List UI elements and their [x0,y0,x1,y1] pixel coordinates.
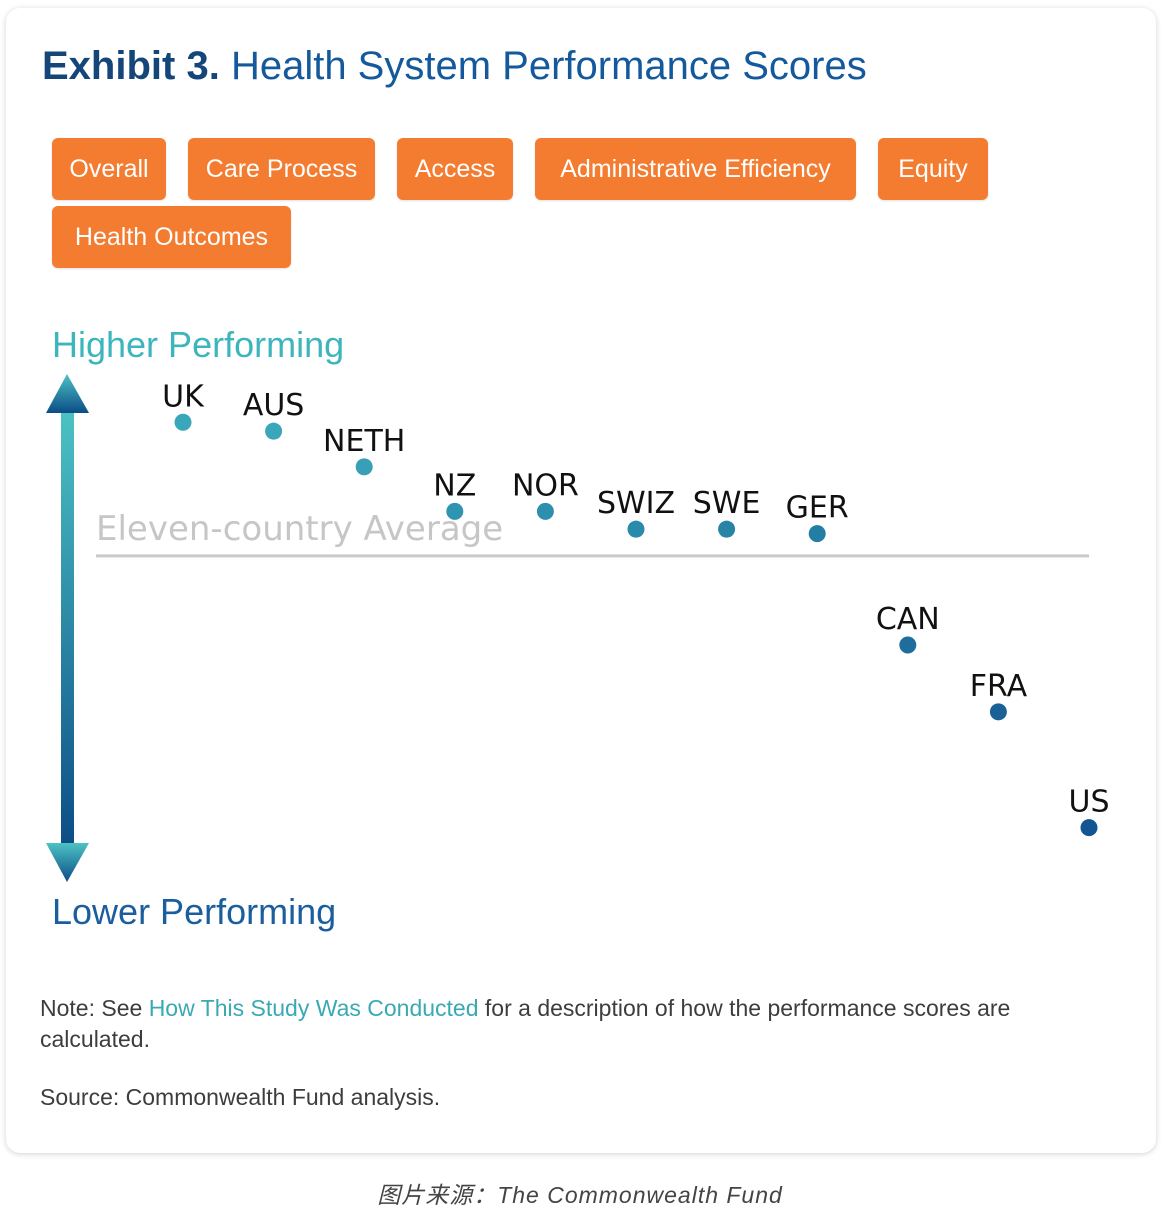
arrow-down-head [46,843,89,882]
country-label-swe: SWE [693,486,761,521]
exhibit-card: Exhibit 3. Health System Performance Sco… [6,8,1156,1153]
tab-access[interactable]: Access [397,138,513,200]
arrow-up-head [46,374,89,413]
lower-performing-label: Lower Performing [52,891,337,932]
higher-performing-label: Higher Performing [52,324,345,365]
country-label-neth: NETH [323,424,405,459]
data-point-swiz [627,520,645,538]
country-label-us: US [1068,785,1109,820]
data-point-nz [446,502,464,520]
note-suffix: for a description of how the performance… [40,995,1011,1052]
arrow-shaft [61,408,74,848]
study-method-link[interactable]: How This Study Was Conducted [148,995,479,1021]
data-point-neth [355,458,373,476]
country-label-nz: NZ [433,468,476,503]
points-group: UK AUS NETH NZ NOR SWIZ SWE GER CAN FRA US [162,379,1110,837]
country-label-ger: GER [786,491,849,526]
data-point-aus [265,422,283,440]
data-point-us [1080,819,1098,837]
page-title: Exhibit 3. Health System Performance Sco… [42,42,867,90]
exhibit-title: Health System Performance Scores [230,44,867,88]
country-label-swiz: SWIZ [597,486,675,521]
data-point-fra [989,703,1007,721]
chart-source: Source: Commonwealth Fund analysis. [40,1084,441,1110]
performance-arrow [46,374,89,882]
country-label-aus: AUS [243,388,305,423]
tab-health-outcomes[interactable]: Health Outcomes [52,206,291,268]
average-label: Eleven-country Average [96,509,503,549]
exhibit-number: Exhibit 3. [42,44,220,88]
data-point-swe [718,520,736,538]
country-label-uk: UK [162,379,205,414]
country-label-can: CAN [876,602,940,637]
tab-overall[interactable]: Overall [52,138,166,200]
data-point-ger [808,525,826,543]
tab-care-process[interactable]: Care Process [188,138,375,200]
country-label-nor: NOR [512,468,579,503]
data-point-nor [536,502,554,520]
note-prefix: Note: See [40,995,149,1021]
data-point-uk [174,413,192,431]
tab-equity[interactable]: Equity [878,138,988,200]
average-group: Eleven-country Average [96,509,1089,558]
image-caption: 图片来源：The Commonwealth Fund [377,1182,783,1208]
data-point-can [899,636,917,654]
country-label-fra: FRA [970,669,1028,704]
chart-note: Note: See How This Study Was Conducted f… [40,993,1080,1055]
tab-administrative-efficiency[interactable]: Administrative Efficiency [535,138,856,200]
